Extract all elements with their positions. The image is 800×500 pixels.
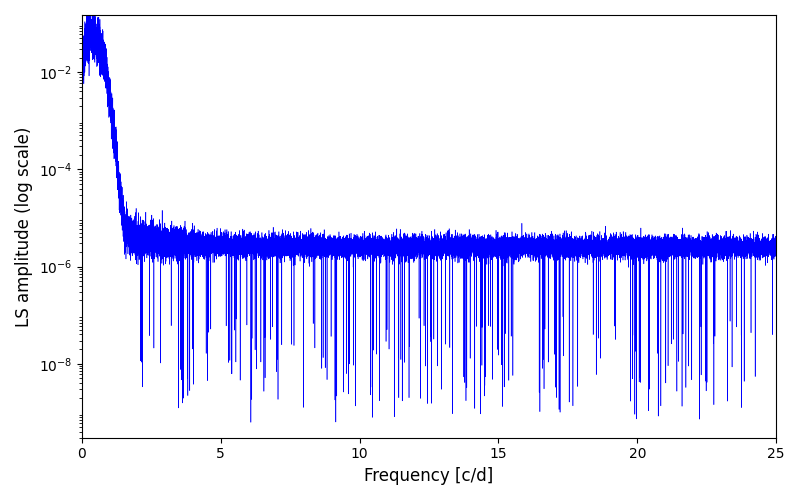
X-axis label: Frequency [c/d]: Frequency [c/d] [364, 467, 494, 485]
Y-axis label: LS amplitude (log scale): LS amplitude (log scale) [15, 126, 33, 326]
